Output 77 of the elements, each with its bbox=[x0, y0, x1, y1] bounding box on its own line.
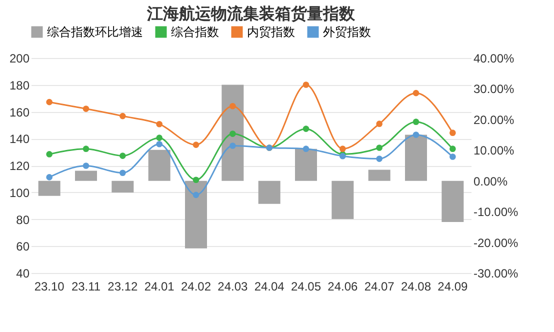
legend-label: 外贸指数 bbox=[323, 25, 371, 39]
point bbox=[230, 102, 236, 110]
x-tick-label: 24.05 bbox=[290, 280, 322, 294]
point bbox=[156, 134, 162, 141]
point bbox=[46, 98, 52, 106]
bar bbox=[222, 84, 244, 181]
y-tick-label: 120 bbox=[9, 159, 30, 173]
legend-label: 综合指数环比增速 bbox=[47, 25, 143, 39]
bar bbox=[148, 150, 170, 181]
y-tick-label: 40 bbox=[16, 266, 30, 280]
y-tick-label: 200 bbox=[9, 52, 30, 66]
point bbox=[412, 118, 420, 125]
legend-label: 综合指数 bbox=[171, 25, 219, 39]
point bbox=[302, 126, 310, 132]
y2-tick-label: 10.00% bbox=[474, 144, 515, 158]
bar bbox=[332, 180, 354, 219]
y-tick-label: 160 bbox=[9, 105, 30, 120]
point bbox=[120, 170, 126, 176]
point bbox=[412, 132, 420, 138]
bar bbox=[185, 180, 207, 248]
point bbox=[412, 90, 420, 96]
point bbox=[120, 152, 126, 159]
y2-tick-label: -30.00% bbox=[474, 266, 519, 280]
bar bbox=[258, 180, 280, 204]
bar bbox=[405, 134, 427, 181]
point bbox=[376, 144, 382, 151]
bar bbox=[38, 180, 60, 196]
point bbox=[450, 130, 456, 136]
point bbox=[82, 106, 90, 112]
chart-title: 江海航运物流集装箱货量指数 bbox=[146, 4, 356, 23]
y2-tick-label: 0.00% bbox=[474, 174, 508, 188]
bar bbox=[112, 180, 134, 193]
x-tick-label: 23.12 bbox=[108, 280, 138, 294]
bar bbox=[75, 170, 97, 181]
x-tick-label: 24.08 bbox=[400, 280, 432, 294]
bar bbox=[295, 148, 317, 181]
point bbox=[156, 140, 162, 148]
y2-tick-label: 20.00% bbox=[474, 112, 515, 127]
point bbox=[450, 146, 456, 152]
point bbox=[340, 146, 346, 152]
x-tick-label: 24.06 bbox=[328, 280, 358, 294]
point bbox=[192, 192, 200, 198]
point bbox=[156, 120, 162, 128]
point bbox=[302, 146, 310, 152]
bar bbox=[368, 170, 390, 181]
y-tick-label: 60 bbox=[16, 240, 30, 254]
point bbox=[82, 146, 90, 152]
point bbox=[46, 174, 52, 180]
legend-label: 内贸指数 bbox=[247, 25, 295, 39]
y2-tick-label: 40.00% bbox=[474, 52, 515, 66]
x-tick-label: 24.02 bbox=[180, 280, 212, 294]
point bbox=[376, 156, 382, 162]
point bbox=[450, 154, 456, 160]
y2-tick-label: -20.00% bbox=[474, 236, 519, 250]
y-tick-label: 140 bbox=[9, 132, 30, 146]
point bbox=[82, 162, 90, 169]
x-tick-label: 23.11 bbox=[71, 280, 101, 294]
y-tick-label: 100 bbox=[9, 186, 30, 200]
y-tick-label: 80 bbox=[16, 212, 30, 227]
x-tick-label: 24.03 bbox=[218, 280, 248, 294]
x-tick-label: 24.04 bbox=[254, 280, 285, 294]
x-tick-label: 24.09 bbox=[438, 280, 468, 294]
x-tick-label: 24.01 bbox=[144, 280, 175, 294]
point bbox=[46, 151, 52, 158]
y2-tick-label: 30.00% bbox=[474, 82, 515, 96]
bar bbox=[442, 180, 464, 222]
y2-tick-label: -10.00% bbox=[474, 205, 519, 220]
point bbox=[192, 176, 200, 184]
point bbox=[192, 142, 200, 148]
point bbox=[376, 120, 382, 127]
x-tick-label: 24.07 bbox=[364, 280, 395, 294]
point bbox=[302, 82, 310, 88]
point bbox=[230, 130, 236, 137]
point bbox=[120, 112, 126, 120]
x-tick-label: 23.10 bbox=[34, 280, 65, 294]
point bbox=[230, 142, 236, 149]
y-tick-label: 180 bbox=[9, 78, 30, 92]
